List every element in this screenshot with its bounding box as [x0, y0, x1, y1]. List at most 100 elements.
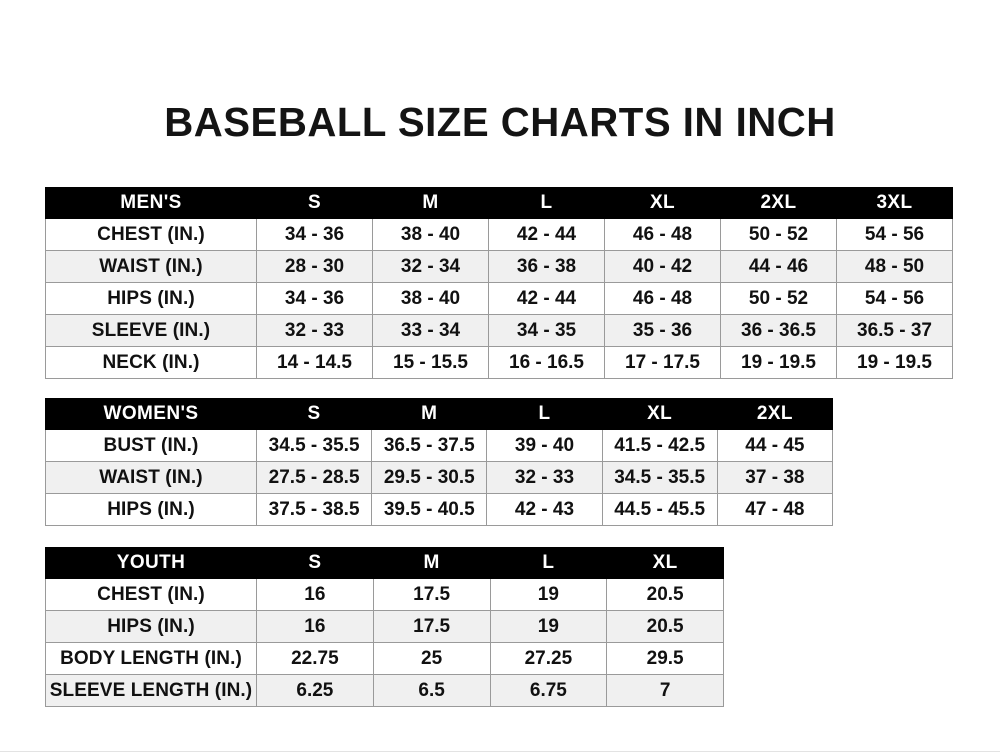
- measurement-value: 37.5 - 38.5: [255, 493, 373, 526]
- measurement-value: 42 - 44: [488, 282, 605, 315]
- measurement-value: 36.5 - 37: [836, 314, 953, 347]
- measurement-value: 17.5: [372, 610, 491, 643]
- column-header-l: L: [489, 547, 608, 579]
- table-header-row: MEN'S S M L XL 2XL 3XL: [45, 187, 953, 219]
- measurement-value: 32 - 34: [372, 250, 489, 283]
- table-row: SLEEVE LENGTH (IN.) 6.25 6.5 6.75 7: [45, 674, 724, 707]
- measurement-value: 32 - 33: [256, 314, 373, 347]
- table-row: BUST (IN.) 34.5 - 35.5 36.5 - 37.5 39 - 40 4…: [45, 429, 834, 462]
- measurement-value: 27.25: [489, 642, 608, 675]
- measurement-value: 46 - 48: [604, 218, 721, 251]
- measurement-value: 40 - 42: [604, 250, 721, 283]
- measurement-label: HIPS (IN.): [45, 610, 257, 643]
- measurement-value: 47 - 48: [716, 493, 834, 526]
- measurement-value: 16: [256, 610, 374, 643]
- measurement-value: 28 - 30: [256, 250, 373, 283]
- measurement-value: 20.5: [606, 578, 724, 611]
- column-header-l: L: [486, 398, 603, 430]
- column-header-l: L: [488, 187, 605, 219]
- measurement-value: 42 - 44: [488, 218, 605, 251]
- column-header-s: S: [256, 547, 374, 579]
- measurement-value: 19: [489, 610, 608, 643]
- measurement-value: 14 - 14.5: [256, 346, 373, 379]
- measurement-label: CHEST (IN.): [45, 218, 257, 251]
- youth-size-chart: YOUTH S M L XL CHEST (IN.) 16 17.5 19 20.5 HIPS (I…: [45, 547, 724, 707]
- measurement-value: 41.5 - 42.5: [601, 429, 718, 462]
- measurement-label: BUST (IN.): [45, 429, 257, 462]
- column-header-xl: XL: [604, 187, 721, 219]
- measurement-label: NECK (IN.): [45, 346, 257, 379]
- measurement-value: 15 - 15.5: [372, 346, 489, 379]
- measurement-label: BODY LENGTH (IN.): [45, 642, 257, 675]
- table-row: SLEEVE (IN.) 32 - 33 33 - 34 34 - 35 35 - 36…: [45, 314, 953, 347]
- measurement-label: HIPS (IN.): [45, 282, 257, 315]
- table-row: WAIST (IN.) 27.5 - 28.5 29.5 - 30.5 32 - 33…: [45, 461, 834, 494]
- measurement-value: 44 - 46: [720, 250, 837, 283]
- measurement-value: 17 - 17.5: [604, 346, 721, 379]
- measurement-label: SLEEVE LENGTH (IN.): [45, 674, 257, 707]
- measurement-value: 32 - 33: [486, 461, 603, 494]
- measurement-value: 7: [606, 674, 724, 707]
- table-header-row: WOMEN'S S M L XL 2XL: [45, 398, 834, 430]
- measurement-value: 22.75: [256, 642, 374, 675]
- column-header-2xl: 2XL: [716, 398, 834, 430]
- measurement-label: HIPS (IN.): [45, 493, 257, 526]
- measurement-value: 34 - 36: [256, 282, 373, 315]
- youth-table: YOUTH S M L XL CHEST (IN.) 16 17.5 19 20.5 HIPS (I…: [45, 547, 724, 707]
- measurement-value: 19 - 19.5: [836, 346, 953, 379]
- measurement-value: 36 - 38: [488, 250, 605, 283]
- column-header-m: M: [372, 187, 489, 219]
- measurement-value: 6.75: [489, 674, 608, 707]
- measurement-value: 39.5 - 40.5: [371, 493, 488, 526]
- mens-size-chart: MEN'S S M L XL 2XL 3XL CHEST (IN.) 34 - 36 38 - 4…: [45, 187, 953, 379]
- measurement-value: 36.5 - 37.5: [371, 429, 488, 462]
- table-row: BODY LENGTH (IN.) 22.75 25 27.25 29.5: [45, 642, 724, 675]
- measurement-value: 34 - 36: [256, 218, 373, 251]
- measurement-value: 16: [256, 578, 374, 611]
- measurement-value: 33 - 34: [372, 314, 489, 347]
- measurement-value: 20.5: [606, 610, 724, 643]
- measurement-value: 46 - 48: [604, 282, 721, 315]
- page-title: BASEBALL SIZE CHARTS IN INCH: [164, 99, 836, 146]
- measurement-value: 16 - 16.5: [488, 346, 605, 379]
- column-header-s: S: [256, 187, 373, 219]
- measurement-value: 38 - 40: [372, 218, 489, 251]
- men-corner-label: MEN'S: [45, 187, 257, 219]
- women-corner-label: WOMEN'S: [45, 398, 257, 430]
- measurement-value: 50 - 52: [720, 218, 837, 251]
- measurement-value: 25: [372, 642, 491, 675]
- table-row: HIPS (IN.) 34 - 36 38 - 40 42 - 44 46 - 48 50…: [45, 282, 953, 315]
- table-row: CHEST (IN.) 16 17.5 19 20.5: [45, 578, 724, 611]
- measurement-value: 44.5 - 45.5: [601, 493, 718, 526]
- table-row: NECK (IN.) 14 - 14.5 15 - 15.5 16 - 16.5 17 …: [45, 346, 953, 379]
- measurement-value: 35 - 36: [604, 314, 721, 347]
- column-header-m: M: [371, 398, 488, 430]
- column-header-3xl: 3XL: [836, 187, 953, 219]
- column-header-xl: XL: [601, 398, 718, 430]
- youth-corner-label: YOUTH: [45, 547, 257, 579]
- column-header-s: S: [255, 398, 373, 430]
- column-header-xl: XL: [606, 547, 724, 579]
- table-row: HIPS (IN.) 16 17.5 19 20.5: [45, 610, 724, 643]
- measurement-label: WAIST (IN.): [45, 461, 257, 494]
- measurement-value: 38 - 40: [372, 282, 489, 315]
- men-table: MEN'S S M L XL 2XL 3XL CHEST (IN.) 34 - 36 38 - 4…: [45, 187, 953, 379]
- column-header-2xl: 2XL: [720, 187, 837, 219]
- measurement-value: 6.5: [372, 674, 491, 707]
- womens-size-chart: WOMEN'S S M L XL 2XL BUST (IN.) 34.5 - 35.5 36.5…: [45, 398, 834, 526]
- measurement-value: 34 - 35: [488, 314, 605, 347]
- measurement-value: 50 - 52: [720, 282, 837, 315]
- measurement-value: 34.5 - 35.5: [255, 429, 373, 462]
- table-row: WAIST (IN.) 28 - 30 32 - 34 36 - 38 40 - 42 4…: [45, 250, 953, 283]
- measurement-value: 27.5 - 28.5: [255, 461, 373, 494]
- measurement-value: 42 - 43: [486, 493, 603, 526]
- measurement-value: 54 - 56: [836, 282, 953, 315]
- measurement-label: WAIST (IN.): [45, 250, 257, 283]
- measurement-value: 48 - 50: [836, 250, 953, 283]
- measurement-value: 6.25: [256, 674, 374, 707]
- measurement-value: 29.5 - 30.5: [371, 461, 488, 494]
- measurement-value: 29.5: [606, 642, 724, 675]
- measurement-value: 17.5: [372, 578, 491, 611]
- measurement-value: 34.5 - 35.5: [601, 461, 718, 494]
